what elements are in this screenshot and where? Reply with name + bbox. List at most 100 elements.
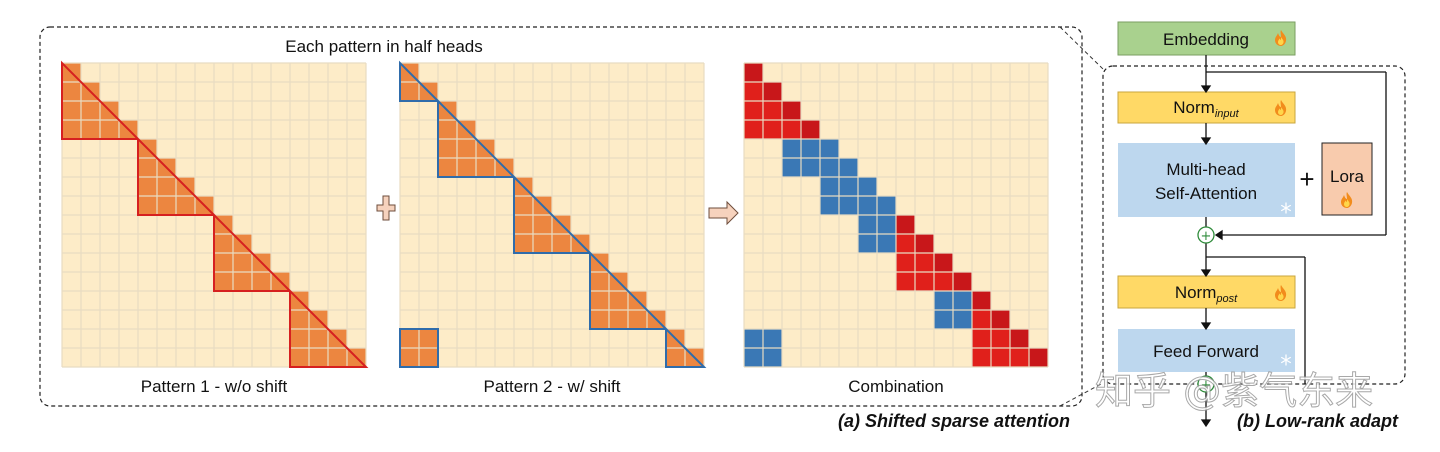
attention-cell [972, 329, 991, 348]
attention-cell [934, 291, 953, 310]
panel-b-frame [1102, 65, 1406, 385]
attention-cell [138, 196, 157, 215]
attention-cell [991, 348, 1010, 367]
feed-forward-box [1118, 329, 1295, 372]
block-outline [665, 326, 707, 368]
block-outline [589, 250, 669, 330]
attention-cell [991, 329, 1010, 348]
attention-cell [438, 158, 457, 177]
svg-text:+: + [1201, 229, 1212, 244]
residual-add-icon: + [1197, 375, 1215, 393]
attention-cell [233, 253, 252, 272]
attention-cell [309, 348, 328, 367]
attention-cell [419, 329, 438, 348]
attention-cell [1010, 329, 1029, 348]
attention-cell [476, 158, 495, 177]
attention-cell [438, 139, 457, 158]
right-arrow-icon [708, 200, 739, 226]
panel-a-frame [39, 26, 1083, 407]
mhsa-lora-plus: + [1299, 164, 1314, 194]
mhsa-line1: Multi-head [1166, 160, 1245, 179]
pattern-1-grid [61, 60, 369, 368]
attention-cell [609, 291, 628, 310]
feed-forward-label: Feed Forward [1153, 342, 1259, 361]
lora-label: Lora [1330, 167, 1365, 186]
attention-cell [328, 348, 347, 367]
attention-cell [552, 234, 571, 253]
attention-cell [915, 253, 934, 272]
attention-cell [953, 310, 972, 329]
attention-cell [934, 310, 953, 329]
attention-cell [744, 101, 763, 120]
attention-cell [763, 82, 782, 101]
attention-cell [972, 348, 991, 367]
attention-cell [744, 329, 763, 348]
attention-cell [290, 329, 309, 348]
pattern-2-grid [399, 60, 707, 368]
attention-cell [609, 310, 628, 329]
norm-input-label: Norminput [1173, 98, 1239, 120]
attention-cell [81, 120, 100, 139]
svg-text:+: + [1201, 378, 1212, 393]
mhsa-line2: Self-Attention [1155, 184, 1257, 203]
attention-cell [877, 234, 896, 253]
attention-cell [839, 196, 858, 215]
attention-cell [744, 348, 763, 367]
attention-cell [896, 272, 915, 291]
attention-cell [628, 310, 647, 329]
attention-cell [763, 329, 782, 348]
attention-cell [820, 196, 839, 215]
attention-cell [896, 215, 915, 234]
attention-cell [400, 348, 419, 367]
attention-cell [934, 272, 953, 291]
attention-cell [457, 158, 476, 177]
watermark: 知乎 @紫气东来 [1095, 369, 1373, 413]
norm-post-label: Normpost [1175, 283, 1238, 305]
attention-cell [858, 234, 877, 253]
block-outline [399, 60, 441, 102]
attention-cell [763, 101, 782, 120]
attention-cell [176, 196, 195, 215]
attention-cell [858, 196, 877, 215]
attention-cell [533, 234, 552, 253]
plus-operator-icon [376, 195, 396, 221]
attention-cell [896, 253, 915, 272]
attention-cell [782, 139, 801, 158]
attention-cell [514, 215, 533, 234]
attention-cell [62, 82, 81, 101]
attention-cell [953, 291, 972, 310]
attention-cell [782, 120, 801, 139]
attention-cell [782, 158, 801, 177]
block-outline [513, 174, 593, 254]
attention-cell [100, 120, 119, 139]
attention-cell [400, 82, 419, 101]
attention-cell [991, 310, 1010, 329]
attention-cell [915, 272, 934, 291]
attention-cell [972, 310, 991, 329]
attention-cell [801, 120, 820, 139]
block-outline [289, 288, 369, 368]
attention-cell [839, 158, 858, 177]
attention-cell [214, 272, 233, 291]
attention-cell [157, 196, 176, 215]
attention-cell [590, 272, 609, 291]
combination-grid [743, 62, 1049, 368]
attention-cell [801, 158, 820, 177]
attention-cell [62, 101, 81, 120]
flow-arrows [1200, 55, 1387, 428]
attention-cell [666, 348, 685, 367]
attention-cell [514, 196, 533, 215]
embedding-box [1117, 21, 1296, 56]
attention-cell [972, 291, 991, 310]
attention-cell [744, 82, 763, 101]
attention-cell [858, 215, 877, 234]
attention-cell [877, 196, 896, 215]
attention-cell [419, 348, 438, 367]
attention-cell [514, 234, 533, 253]
panel-b-caption: (b) Low-rank adapt [1237, 411, 1399, 431]
attention-cell [820, 158, 839, 177]
attention-cell [457, 139, 476, 158]
block-outline [437, 98, 517, 178]
attention-cell [820, 177, 839, 196]
attention-cell [138, 158, 157, 177]
